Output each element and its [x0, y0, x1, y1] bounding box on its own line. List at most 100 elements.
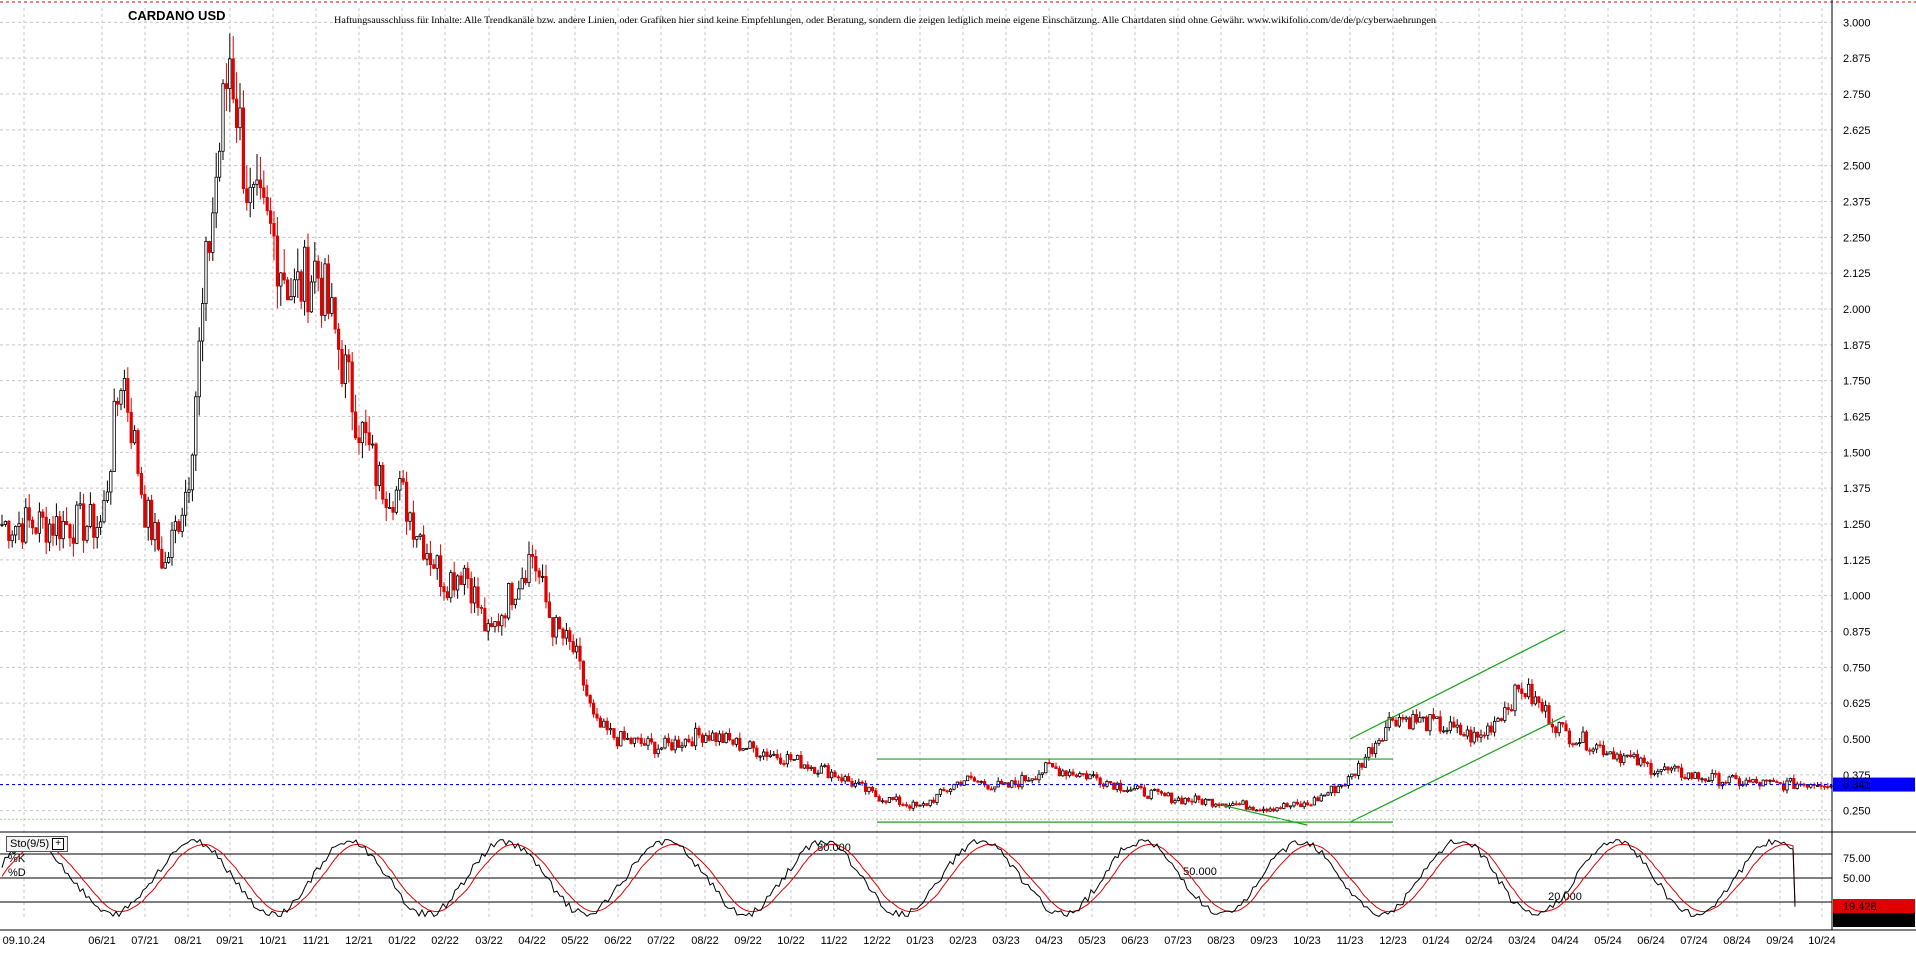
candle-body — [881, 800, 885, 803]
candle-body — [1608, 751, 1612, 755]
candle-body — [24, 507, 28, 543]
y-tick-label: 2.500 — [1843, 161, 1871, 173]
stoch-k-value: 14.177 — [1843, 915, 1877, 927]
x-tick-label: 01/24 — [1422, 935, 1450, 947]
candle-body — [612, 728, 616, 738]
candle-body — [146, 499, 150, 528]
candle-body — [1054, 766, 1058, 769]
candle-body — [530, 553, 535, 557]
x-tick-label: 07/21 — [131, 935, 159, 947]
candle-body — [1724, 781, 1728, 784]
x-tick-label: 02/22 — [431, 935, 459, 947]
candle-body — [486, 623, 490, 632]
stochastic-label: Sto(9/5) — [10, 838, 50, 850]
x-tick-label: 03/24 — [1508, 935, 1536, 947]
candle-body — [1533, 696, 1537, 705]
candle-body — [1238, 803, 1242, 806]
y-tick-label: 1.625 — [1843, 412, 1871, 424]
candle-body — [1329, 785, 1333, 794]
candle-body — [646, 738, 650, 746]
candle-body — [299, 271, 303, 302]
candle-body — [1571, 743, 1575, 746]
candle-body — [656, 748, 660, 755]
candle-body — [1363, 756, 1367, 768]
candle-body — [813, 766, 817, 774]
candle-body — [1190, 800, 1194, 803]
candle-body — [1639, 757, 1643, 766]
candle-body — [1472, 731, 1476, 743]
x-tick-label: 05/22 — [561, 935, 589, 947]
candle-body — [136, 430, 140, 474]
candle-body — [1306, 802, 1310, 806]
stochastic-indicator-button[interactable]: Sto(9/5) + — [6, 836, 69, 852]
candle-body — [1618, 753, 1622, 763]
candle-body — [1605, 753, 1609, 756]
candle-body — [520, 577, 524, 590]
candle-body — [1448, 721, 1452, 731]
candle-body — [605, 720, 609, 731]
candle-body — [1425, 716, 1429, 732]
y-tick-label: 1.250 — [1843, 519, 1871, 531]
candle-body — [129, 411, 133, 444]
candle-body — [1119, 782, 1123, 791]
candle-body — [626, 737, 630, 740]
candle-body — [1438, 716, 1442, 732]
candle-body — [1567, 730, 1571, 745]
x-tick-label: 07/23 — [1164, 935, 1192, 947]
candle-body — [289, 296, 293, 301]
candle-body — [1333, 785, 1337, 794]
candle-body — [190, 454, 194, 491]
candle-body — [677, 739, 681, 748]
candle-body — [1795, 783, 1799, 789]
candle-body — [700, 734, 705, 743]
candle-body — [1408, 717, 1412, 730]
candle-body — [78, 503, 82, 506]
candle-body — [1357, 762, 1361, 776]
candle-body — [1629, 754, 1633, 758]
candle-body — [1159, 791, 1163, 794]
candle-body — [768, 754, 773, 757]
candle-body — [1200, 799, 1204, 805]
candle-body — [1346, 776, 1350, 786]
candle-body — [1516, 684, 1520, 690]
candle-body — [1278, 807, 1282, 810]
x-tick-label: 09/22 — [734, 935, 762, 947]
candle-body — [1251, 806, 1255, 811]
candle-body — [1044, 762, 1048, 774]
candle-body — [61, 521, 65, 540]
candle-body — [1241, 800, 1245, 805]
candle-body — [1707, 780, 1711, 782]
candle-body — [1493, 720, 1497, 733]
candle-body — [1112, 782, 1116, 790]
candle-body — [510, 583, 514, 606]
x-tick-label: 09/23 — [1250, 935, 1278, 947]
x-tick-label: 07/24 — [1680, 935, 1708, 947]
candle-body — [272, 223, 276, 237]
candle-body — [85, 525, 89, 541]
x-tick-label: 08/24 — [1723, 935, 1751, 947]
candle-body — [1523, 693, 1527, 698]
trend-line-channel-lower — [1349, 715, 1566, 823]
candle-body — [932, 799, 936, 803]
candle-body — [1404, 717, 1408, 720]
candle-body — [1027, 779, 1031, 782]
candle-body — [1244, 800, 1248, 810]
candle-body — [1465, 729, 1469, 737]
expand-plus-icon[interactable]: + — [52, 838, 65, 850]
candle-body — [904, 804, 909, 807]
candle-body — [938, 788, 943, 795]
candle-body — [1459, 724, 1463, 735]
candle-body — [1204, 798, 1208, 805]
candle-body — [993, 786, 997, 790]
candle-body — [1744, 779, 1748, 785]
candle-body — [1000, 780, 1004, 785]
candle-body — [1765, 779, 1769, 782]
candle-body — [105, 491, 109, 501]
candle-body — [534, 556, 538, 572]
candle-body — [833, 771, 837, 778]
candle-body — [1513, 684, 1517, 712]
candle-body — [1486, 725, 1490, 736]
x-tick-label: 02/23 — [949, 935, 977, 947]
candle-body — [425, 553, 429, 560]
candle-body — [1714, 773, 1718, 775]
